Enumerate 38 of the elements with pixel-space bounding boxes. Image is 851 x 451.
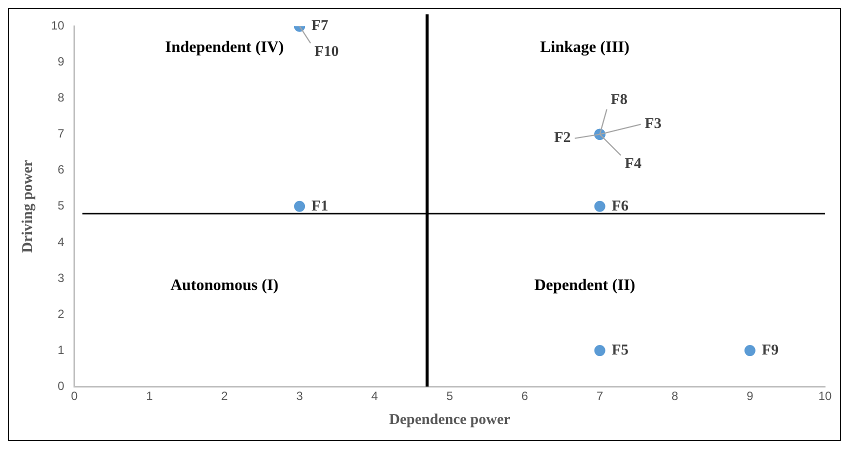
x-tick-label: 4 [371,389,378,404]
y-tick-label: 4 [58,234,65,249]
data-label: F9 [762,342,779,358]
x-tick-label: 8 [672,389,679,404]
x-tick-label: 9 [746,389,754,404]
y-tick-label: 9 [58,54,65,69]
y-axis-title: Driving power [20,160,36,253]
y-tick-label: 10 [50,18,65,33]
data-label: F3 [644,116,662,132]
y-tick-label: 6 [58,162,65,177]
y-tick-label: 0 [58,378,65,393]
data-label: F4 [624,156,642,172]
x-tick-label: 3 [296,389,304,404]
data-label: F5 [612,342,628,358]
y-tick-label: 2 [58,306,65,321]
y-tick-label: 5 [58,198,65,213]
data-label: F8 [610,92,628,108]
y-tick-label: 7 [58,126,65,141]
annotation: Dependent (II) [534,276,636,294]
data-label: F2 [554,130,571,146]
x-tick-label: 2 [221,389,228,404]
x-tick-label: 10 [818,389,832,404]
x-tick-label: 5 [446,389,454,404]
data-label: F6 [612,198,629,214]
y-tick-label: 3 [58,270,65,285]
annotation: Independent (IV) [165,38,284,56]
y-tick-label: 1 [58,342,65,357]
annotation: Autonomous (I) [170,276,278,294]
annotation: Linkage (III) [540,38,630,56]
data-label: F1 [312,198,328,214]
y-tick-label: 8 [58,90,65,105]
x-tick-label: 0 [71,389,78,404]
x-axis-title: Dependence power [389,412,511,428]
x-tick-label: 7 [596,389,604,404]
data-label: F10 [314,44,339,60]
x-tick-label: 1 [146,389,154,404]
data-label: F7 [312,18,329,34]
x-tick-label: 6 [521,389,528,404]
